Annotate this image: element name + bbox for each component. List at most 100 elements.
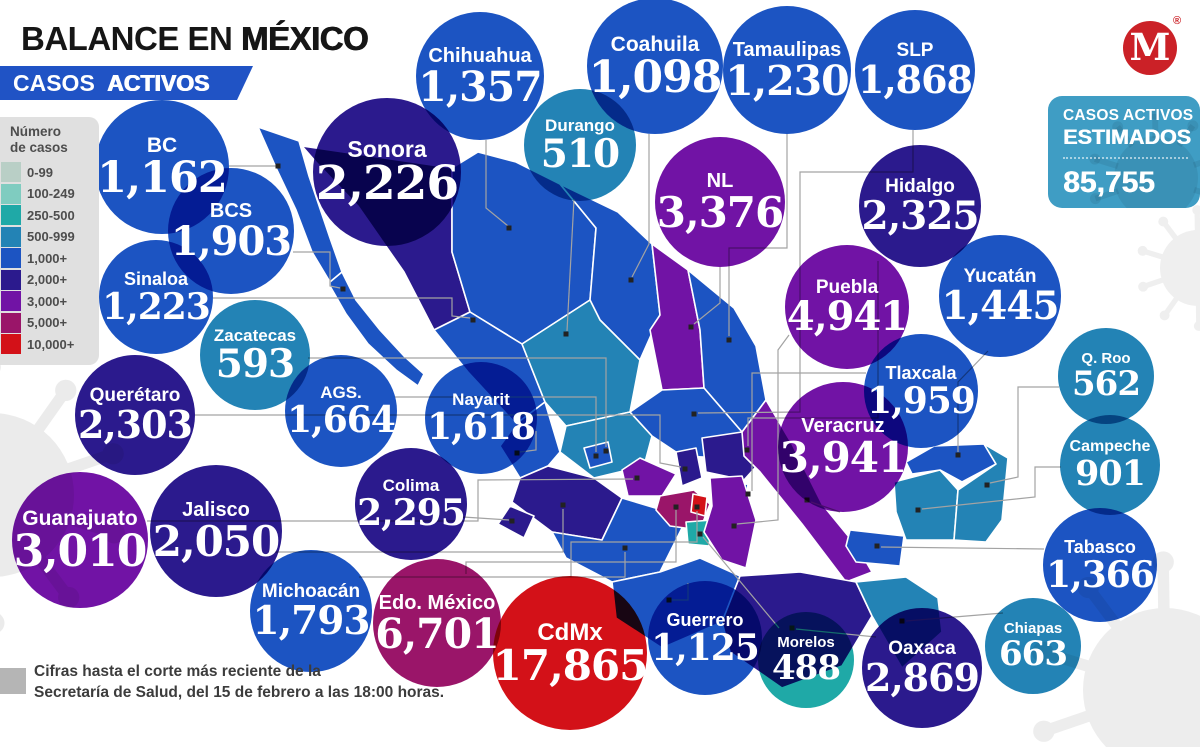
map-dot — [984, 482, 990, 488]
estimated-cases-box: CASOS ACTIVOS ESTIMADOS 85,755 — [1048, 96, 1200, 208]
state-shape-puebla — [703, 475, 757, 569]
legend-label: 5,000+ — [27, 315, 68, 331]
connector-line — [213, 297, 471, 319]
connector-line — [751, 372, 866, 491]
legend-row: 10,000+ — [0, 334, 99, 355]
map-dot — [673, 504, 679, 510]
legend-label: 10,000+ — [27, 336, 75, 352]
map-dot — [688, 324, 694, 330]
map-dot — [745, 491, 751, 497]
map-dot — [506, 225, 512, 231]
state-shape-colima — [497, 505, 535, 539]
subtitle-banner: CASOS ACTIVOS — [0, 66, 253, 100]
connector-line — [293, 251, 341, 289]
legend-swatch — [1, 162, 21, 183]
state-shape-campeche — [893, 469, 959, 541]
map-dot — [514, 450, 520, 456]
legend-row: 3,000+ — [0, 291, 99, 312]
dotted-divider — [1063, 157, 1188, 159]
connector-line — [747, 261, 879, 446]
page-title-emphasis: MÉXICO — [241, 20, 369, 57]
map-dot — [744, 447, 750, 453]
registered-mark: ® — [1173, 15, 1182, 27]
virus-icon — [1089, 108, 1200, 208]
map-dot — [470, 317, 476, 323]
connector-line — [693, 267, 721, 325]
legend-row: 5,000+ — [0, 312, 99, 333]
legend-label: 500-999 — [27, 229, 75, 245]
footer-marker-square — [0, 668, 26, 694]
map-dot — [666, 597, 672, 603]
legend-label: 1,000+ — [27, 250, 68, 266]
map-dot — [691, 411, 697, 417]
virus-watermark-icon — [1089, 108, 1200, 208]
map-dot — [560, 502, 566, 508]
map-dot — [593, 453, 599, 459]
state-shapes — [257, 126, 1009, 689]
map-dot — [340, 286, 346, 292]
connector-line — [957, 350, 989, 452]
map-dot — [275, 163, 281, 169]
state-shape-nl — [649, 243, 705, 391]
legend-swatch — [1, 205, 21, 226]
estimated-label-line2: ESTIMADOS — [1063, 125, 1191, 149]
legend: Número de casos 0-99 100-249 250-500 500-99… — [0, 117, 99, 365]
state-shape-durango — [521, 299, 641, 427]
map-dot — [622, 545, 628, 551]
state-shape-oaxaca — [721, 571, 873, 689]
map-dot — [697, 531, 703, 537]
legend-row: 500-999 — [0, 226, 99, 247]
map-dot — [634, 475, 640, 481]
footer-note-line1: Cifras hasta el corte más reciente de la — [34, 663, 321, 680]
virus-watermark-icon — [1137, 205, 1200, 331]
legend-swatch — [1, 291, 21, 312]
legend-swatch — [1, 312, 21, 333]
map-dot — [899, 618, 905, 624]
milenio-logo-icon: M — [1123, 21, 1177, 75]
legend-label: 0-99 — [27, 164, 54, 180]
map-dot — [628, 277, 634, 283]
legend-label: 100-249 — [27, 186, 75, 202]
connector-line — [147, 478, 634, 522]
banner-activos: ACTIVOS — [107, 70, 210, 96]
map-dot — [563, 331, 569, 337]
connector-line — [921, 466, 1061, 510]
legend-label: 2,000+ — [27, 272, 68, 288]
legend-row: 0-99 — [0, 162, 99, 183]
legend-swatch — [1, 226, 21, 247]
legend-swatch — [1, 183, 21, 204]
banner-casos: CASOS — [13, 70, 95, 96]
page-title: BALANCE EN MÉXICO — [21, 20, 369, 57]
map-dot — [682, 466, 688, 472]
legend-row: 1,000+ — [0, 248, 99, 269]
legend-row: 2,000+ — [0, 269, 99, 290]
connector-line — [631, 134, 650, 278]
state-shape-qroo — [953, 443, 1009, 543]
connector-line — [880, 546, 1045, 550]
connector-line — [566, 198, 575, 332]
connector-line — [728, 134, 788, 336]
map-dot — [726, 337, 732, 343]
legend-swatch — [1, 334, 21, 355]
legend-row: 250-500 — [0, 205, 99, 226]
connector-line — [485, 140, 509, 227]
connector-line — [462, 516, 510, 521]
map-dot — [874, 543, 880, 549]
map-dot — [731, 523, 737, 529]
map-dot — [789, 625, 795, 631]
map-dot — [915, 507, 921, 513]
estimated-value: 85,755 — [1063, 166, 1155, 199]
legend-title: Número de casos — [10, 124, 68, 155]
connector-line — [570, 511, 698, 577]
legend-swatch — [1, 269, 21, 290]
state-shape-queretaro — [675, 447, 703, 487]
virus-watermark-icon — [0, 362, 125, 632]
virus-watermark-icon — [1032, 551, 1200, 747]
footer-note: Cifras hasta el corte más reciente de la… — [34, 662, 444, 704]
legend-swatch — [1, 248, 21, 269]
legend-row: 100-249 — [0, 183, 99, 204]
map-dot — [804, 497, 810, 503]
connector-line — [989, 386, 1059, 484]
